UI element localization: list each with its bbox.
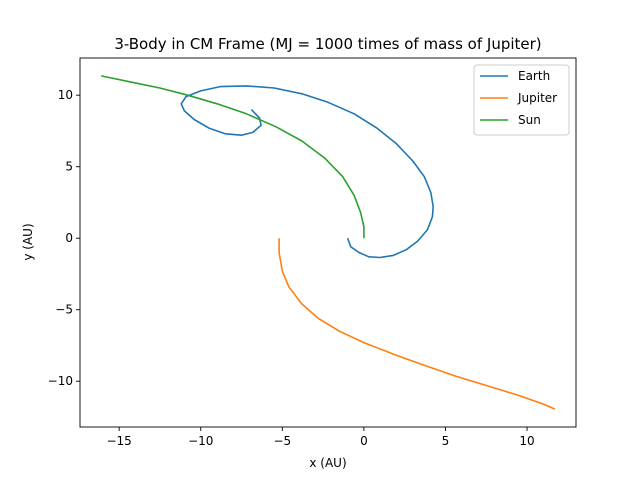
legend-box [473,64,570,136]
x-tick-label: 0 [360,434,368,448]
x-axis: −15 −10 −5 0 5 10 [106,427,535,448]
y-tick-label: −10 [48,374,73,388]
legend-label-earth: Earth [518,69,550,83]
x-tick-label: −15 [106,434,131,448]
legend-label-jupiter: Jupiter [517,91,557,105]
y-tick-label: 0 [65,231,73,245]
axes-frame [79,57,577,428]
series-line-sun [101,75,365,239]
legend-label-sun: Sun [518,113,541,127]
x-tick-label: 5 [442,434,450,448]
y-axis-label: y (AU) [21,223,35,260]
y-axis: −10 −5 0 5 10 [48,88,80,388]
chart-title: 3-Body in CM Frame (MJ = 1000 times of m… [114,35,541,53]
x-tick-label: 10 [519,434,534,448]
x-tick-label: −10 [188,434,213,448]
series-line-jupiter [278,238,556,410]
plot-area [101,75,556,410]
y-tick-label: 5 [65,160,73,174]
y-tick-label: 10 [58,88,73,102]
x-axis-label: x (AU) [309,456,346,470]
legend: Earth Jupiter Sun [473,64,570,136]
x-tick-label: −5 [273,434,291,448]
y-tick-label: −5 [55,303,73,317]
series-line-earth [180,85,434,259]
